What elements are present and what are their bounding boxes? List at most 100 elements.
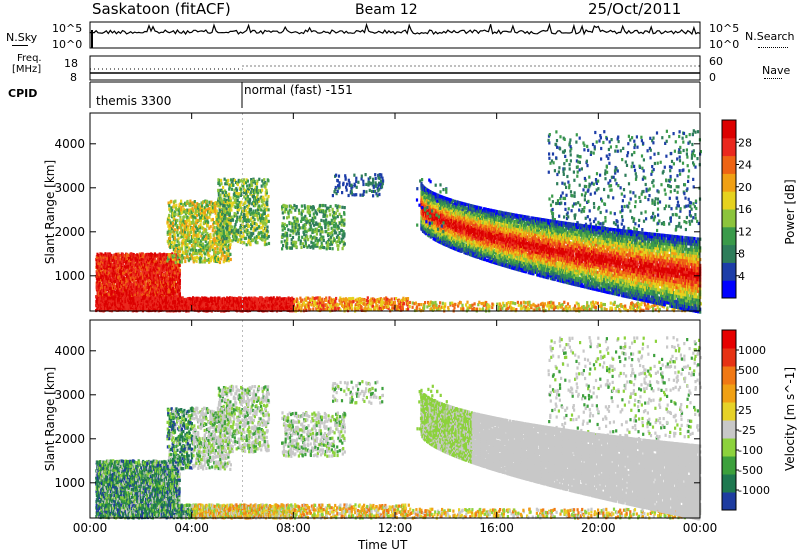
power-cell <box>297 231 300 235</box>
power-cell <box>141 288 144 292</box>
power-cell <box>221 191 224 195</box>
power-cell <box>110 253 113 258</box>
power-cell <box>107 268 110 272</box>
power-cell <box>166 259 169 263</box>
power-cell <box>237 296 241 300</box>
power-cell <box>224 182 227 186</box>
power-cell <box>121 297 124 301</box>
power-cell <box>225 240 228 244</box>
power-cell <box>142 263 145 267</box>
power-cell <box>157 255 160 259</box>
power-cell <box>260 306 263 310</box>
nsearch-dots <box>758 47 788 48</box>
power-cell <box>105 273 108 277</box>
power-cell <box>104 260 107 264</box>
power-cell <box>165 304 168 309</box>
power-cell <box>156 301 160 305</box>
power-cell <box>305 217 308 221</box>
power-cell <box>211 229 214 233</box>
power-cell <box>169 266 173 270</box>
power-cell <box>167 285 170 289</box>
power-cell <box>109 269 113 273</box>
power-cell <box>308 210 312 214</box>
power-cell <box>281 297 284 301</box>
power-cell <box>122 302 125 306</box>
power-cell <box>140 272 143 276</box>
power-cell <box>110 301 113 305</box>
power-cell <box>260 208 263 212</box>
power-cell <box>143 257 147 261</box>
power-cell <box>157 286 160 291</box>
power-cell <box>263 197 266 201</box>
power-cell <box>106 284 109 288</box>
power-cell <box>119 258 122 262</box>
power-cell <box>185 239 188 243</box>
power-cell <box>114 267 117 271</box>
power-cell <box>133 283 136 287</box>
power-cell <box>100 259 103 264</box>
power-cell <box>175 266 178 270</box>
power-cell <box>174 290 177 294</box>
power-cell <box>266 225 269 229</box>
power-cell <box>251 305 254 309</box>
power-cell <box>97 254 100 258</box>
power-cell <box>276 299 279 303</box>
power-cell <box>159 257 163 261</box>
power-cell <box>258 296 262 300</box>
power-cell <box>236 183 239 187</box>
power-cell <box>204 208 207 212</box>
power-cell <box>171 222 175 226</box>
power-cell <box>272 296 275 300</box>
power-cell <box>239 219 242 223</box>
power-cell <box>194 256 197 260</box>
power-cell <box>157 273 160 277</box>
power-cell <box>139 273 142 277</box>
power-cell <box>220 182 223 186</box>
power-cell <box>214 250 217 254</box>
power-cell <box>108 258 111 262</box>
power-cell <box>128 256 131 261</box>
power-cell <box>222 247 225 251</box>
power-cell <box>144 292 147 296</box>
power-cell <box>238 215 241 219</box>
power-cell <box>175 307 178 311</box>
power-cell <box>130 268 133 272</box>
power-cell <box>170 264 173 268</box>
power-cell <box>215 301 218 305</box>
power-cell <box>196 252 199 256</box>
power-cell <box>236 301 239 305</box>
power-cell <box>281 247 284 251</box>
power-cell <box>168 242 172 246</box>
power-cell <box>178 288 181 292</box>
power-cell <box>168 267 171 271</box>
power-cell <box>168 288 171 292</box>
power-cell <box>149 256 152 260</box>
power-cell <box>101 305 105 309</box>
power-cell <box>267 234 270 239</box>
power-cell <box>201 204 204 208</box>
power-cell <box>240 297 243 301</box>
power-cell <box>178 245 181 249</box>
power-cell <box>161 281 164 285</box>
power-cell <box>208 303 211 307</box>
power-cell <box>139 256 142 260</box>
power-cell <box>198 304 201 309</box>
power-cell <box>195 299 198 303</box>
power-cell <box>229 242 232 247</box>
power-cell <box>173 307 176 311</box>
power-cell <box>174 212 177 216</box>
power-cell <box>137 298 140 302</box>
power-cell <box>186 297 189 301</box>
power-cell <box>196 296 199 301</box>
power-cell <box>149 272 152 276</box>
power-cell <box>143 296 147 300</box>
power-cell <box>225 245 229 249</box>
power-cell <box>96 256 99 260</box>
power-cell <box>107 307 110 311</box>
power-cell <box>177 265 180 269</box>
power-cell <box>275 299 278 303</box>
power-cell <box>153 274 156 278</box>
power-cell <box>287 215 290 219</box>
power-cell <box>173 228 177 232</box>
power-cell <box>235 188 238 192</box>
